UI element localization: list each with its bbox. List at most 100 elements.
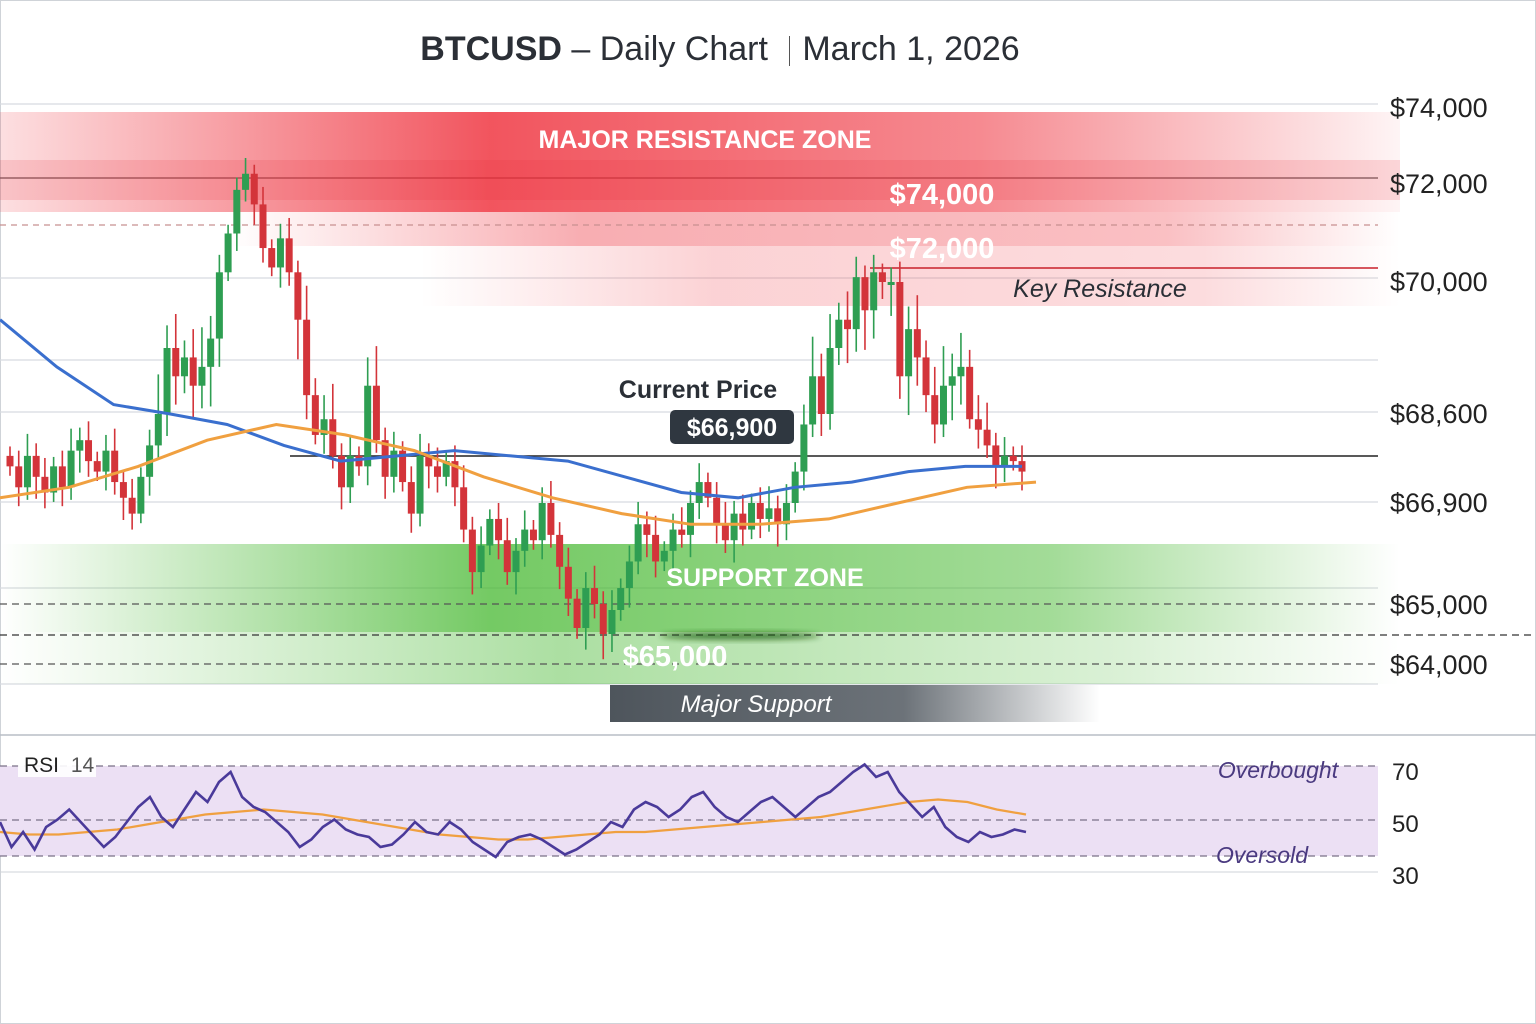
candle-body: [983, 429, 991, 446]
candle-body: [538, 503, 546, 541]
candle-body: [529, 529, 537, 541]
support-price-label: $65,000: [623, 641, 728, 673]
candle-body: [477, 545, 485, 573]
candle-body: [15, 466, 23, 488]
candle-body: [713, 497, 721, 525]
symbol-label: BTCUSD: [420, 30, 562, 68]
candle-body: [922, 357, 930, 396]
candle-body: [425, 455, 433, 467]
candle-body: [503, 540, 511, 573]
candle-body: [102, 450, 110, 472]
candle-body: [163, 348, 171, 414]
candle-body: [76, 440, 84, 451]
rsi-panel: RSI 14 Overbought Oversold 70 50 30: [0, 753, 1419, 890]
candle-body: [416, 455, 424, 514]
rsi-tick-label: 50: [1392, 811, 1419, 838]
candle-body: [154, 414, 162, 446]
rsi-period: 14: [71, 754, 95, 777]
rsi-line: [0, 762, 1027, 859]
candle-body: [556, 534, 564, 567]
y-tick-label: $74,000: [1390, 93, 1488, 123]
candle-body: [259, 204, 267, 249]
candle-body: [547, 503, 555, 535]
candle-body: [643, 524, 651, 535]
candle-body: [617, 588, 625, 610]
current-price-value: $66,900: [687, 414, 777, 442]
candle-body: [564, 566, 572, 599]
candle-body: [85, 440, 93, 462]
candle-body: [957, 366, 965, 377]
candle-body: [695, 482, 703, 503]
candle-body: [1009, 455, 1017, 462]
candle-body: [599, 604, 607, 634]
y-tick-label: $64,000: [1390, 650, 1488, 680]
candle-body: [285, 238, 293, 273]
candle-body: [172, 348, 180, 377]
candle-body: [660, 550, 668, 562]
ma-slow-line: [0, 422, 1037, 526]
candle-body: [931, 395, 939, 425]
candle-body: [669, 529, 677, 551]
candle-body: [730, 513, 738, 541]
candle-body: [93, 461, 101, 472]
candle-body: [905, 329, 913, 377]
rsi-label: RSI: [24, 754, 59, 777]
candle-body: [460, 487, 468, 530]
candle-body: [678, 529, 686, 535]
current-price-title: Current Price: [619, 376, 777, 404]
candle-body: [870, 272, 878, 311]
candle-body: [198, 366, 206, 386]
rsi-band: [0, 766, 1378, 856]
candle-body: [582, 588, 590, 628]
candle-body: [407, 482, 415, 514]
y-tick-label: $68,600: [1390, 399, 1488, 429]
candle-body: [355, 455, 363, 467]
support-zone-label: SUPPORT ZONE: [666, 564, 863, 592]
candle-body: [128, 497, 136, 514]
candle-body: [852, 277, 860, 330]
y-tick-label: $65,000: [1390, 590, 1488, 620]
candle-body: [224, 233, 232, 273]
candle-body: [974, 419, 982, 430]
candle-body: [495, 518, 503, 541]
candle-body: [608, 610, 616, 634]
candle-body: [887, 282, 895, 285]
candle-body: [215, 272, 223, 339]
y-tick-label: $66,900: [1390, 488, 1488, 518]
resistance-zone: [0, 112, 1400, 306]
candle-body: [844, 319, 852, 330]
key-resistance-label: Key Resistance: [1013, 275, 1187, 303]
candle-body: [50, 466, 58, 493]
candle-body: [242, 173, 250, 190]
candle-body: [23, 455, 31, 488]
candle-body: [573, 598, 581, 628]
ma-fast-line: [0, 318, 1022, 500]
candle-body: [521, 529, 529, 551]
current-price-badge: [670, 410, 794, 444]
candle-body: [338, 455, 346, 488]
rsi-tick-label: 70: [1392, 759, 1419, 786]
candle-body: [652, 534, 660, 562]
candle-body: [1001, 455, 1009, 467]
candle-body: [591, 588, 599, 604]
candle-body: [625, 561, 633, 589]
candle-body: [311, 395, 319, 435]
candle-body: [399, 450, 407, 483]
candle-body: [207, 338, 215, 367]
candle-body: [739, 513, 747, 530]
candle-body: [320, 419, 328, 435]
candle-body: [826, 348, 834, 414]
rsi-tick-label: 30: [1392, 863, 1419, 890]
candle-body: [992, 445, 1000, 467]
candle-body: [756, 503, 764, 519]
candle-body: [119, 482, 127, 498]
candle-body: [372, 385, 380, 441]
subtitle-label: – Daily Chart: [571, 30, 768, 68]
candle-body: [468, 529, 476, 573]
candle-body: [878, 272, 886, 282]
resistance-lower-label: $72,000: [890, 233, 995, 265]
candle-body: [896, 282, 904, 377]
candle-body: [817, 376, 825, 414]
candle-body: [303, 319, 311, 396]
candle-body: [948, 376, 956, 386]
